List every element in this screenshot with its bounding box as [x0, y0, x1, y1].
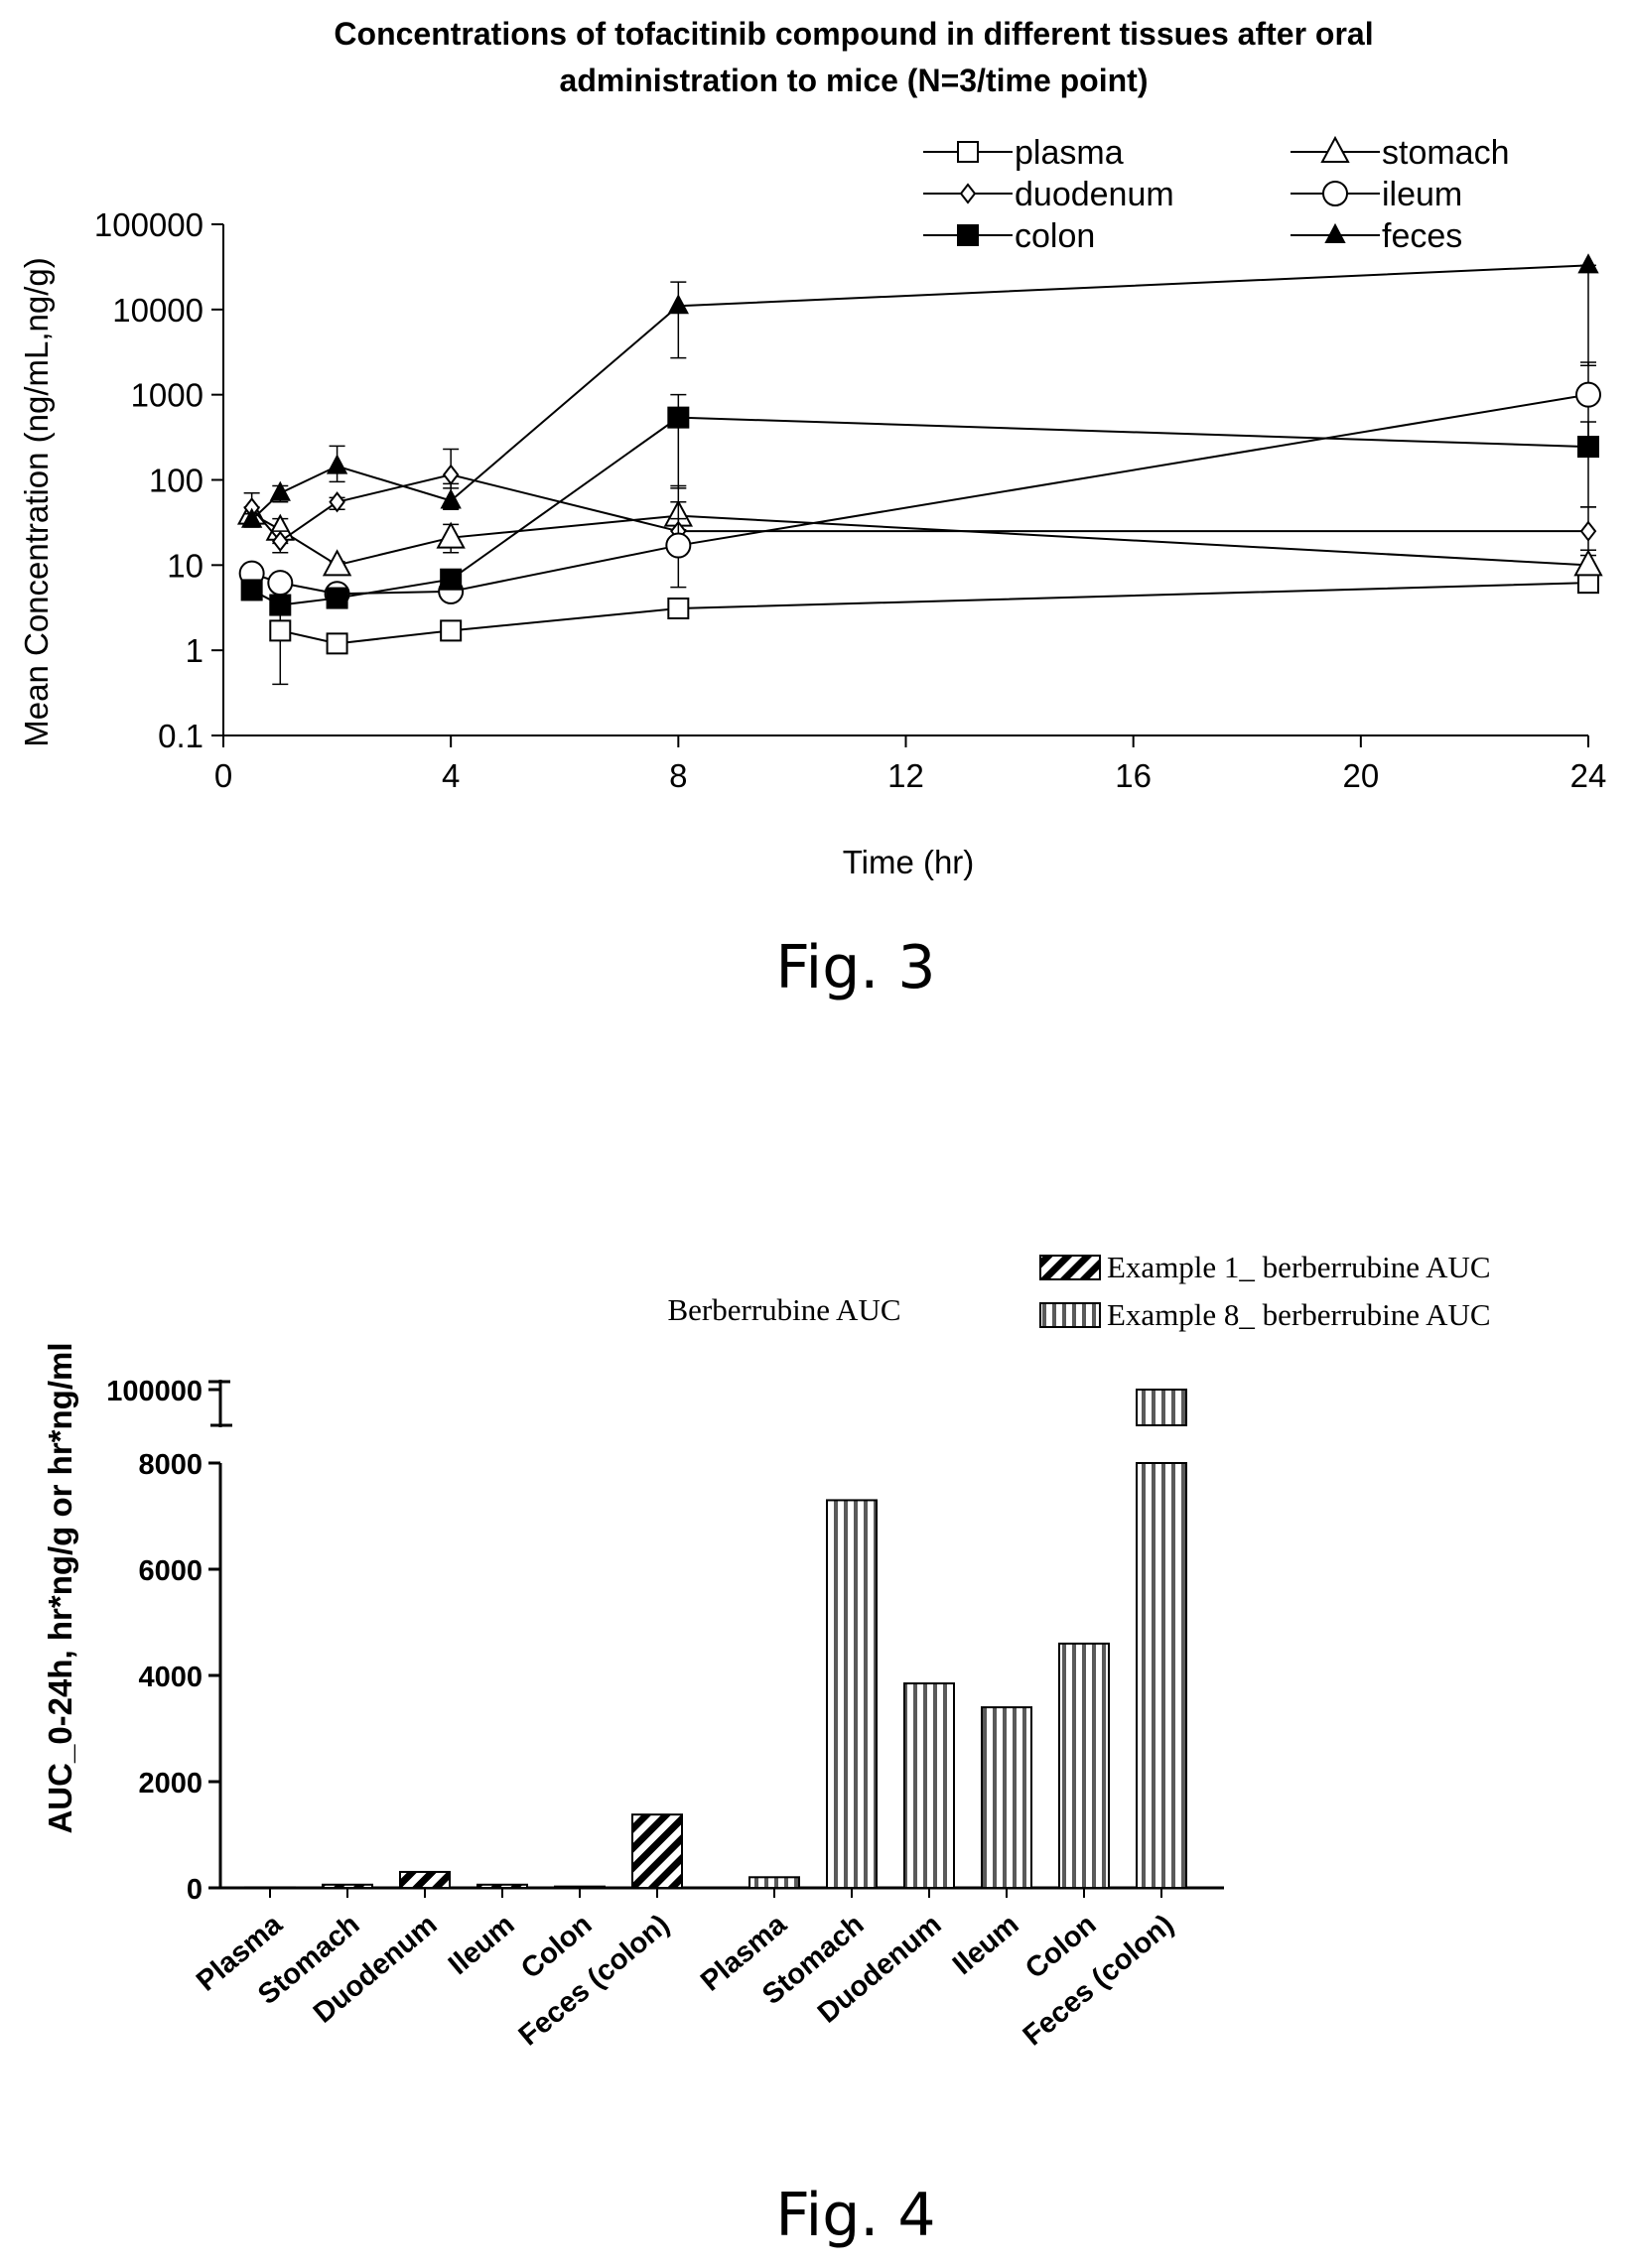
fig4-y-tick-label: 4000	[138, 1662, 203, 1693]
fig4-x-tick-label: Ileum	[443, 1909, 521, 1981]
fig3-data-point	[326, 454, 348, 474]
fig4-legend-swatch	[1039, 1302, 1101, 1328]
fig3-title-line-1: Concentrations of tofacitinib compound i…	[334, 16, 1373, 52]
figure-4-bar-chart: 02000400060008000100000PlasmaStomachDuod…	[42, 1250, 1491, 2250]
fig4-bar	[554, 1885, 606, 1889]
fig3-legend-label: ileum	[1382, 176, 1462, 213]
fig4-bar	[903, 1682, 955, 1890]
fig3-data-point	[440, 488, 462, 509]
fig3-x-tick-label: 24	[1570, 757, 1607, 794]
fig3-data-point	[1573, 549, 1603, 577]
fig4-x-tick-label: Ileum	[947, 1909, 1025, 1981]
fig3-data-point	[240, 579, 263, 601]
fig3-y-tick-label: 100	[149, 463, 204, 499]
fig3-data-point	[269, 594, 292, 616]
fig4-bar	[1136, 1462, 1187, 1889]
fig3-legend-label: plasma	[1015, 134, 1124, 172]
fig4-bar	[826, 1499, 878, 1889]
fig3-data-point	[326, 587, 348, 609]
fig3-x-axis-label: Time (hr)	[843, 844, 975, 880]
fig3-data-point	[667, 597, 690, 619]
fig4-bar	[399, 1870, 451, 1889]
fig4-bar	[748, 1876, 800, 1890]
fig3-legend: plasma stomach duodenum ileum colon feces	[923, 134, 1510, 255]
fig3-data-point	[269, 480, 291, 501]
fig3-y-tick-label: 0.1	[158, 718, 204, 754]
fig3-legend-marker	[959, 183, 977, 204]
fig3-series-stomach	[236, 497, 1603, 577]
fig3-data-point	[1577, 253, 1599, 274]
fig3-data-point	[267, 570, 294, 597]
fig4-y-tick-label: 0	[187, 1874, 203, 1906]
fig3-series-line	[250, 473, 1588, 543]
fig3-data-point	[440, 619, 463, 642]
fig3-legend-label: duodenum	[1015, 176, 1174, 213]
fig3-data-point	[269, 619, 292, 642]
fig3-data-point	[326, 632, 348, 655]
fig4-y-tick-label: 8000	[138, 1449, 203, 1481]
fig3-legend-marker	[1324, 222, 1346, 243]
fig3-series-colon	[240, 393, 1599, 616]
fig3-series-feces	[240, 253, 1599, 528]
fig4-bar	[476, 1883, 528, 1890]
fig4-plot-area: 02000400060008000100000PlasmaStomachDuod…	[106, 1250, 1490, 2053]
fig3-y-tick-label: 10000	[112, 292, 204, 329]
fig4-bar	[322, 1883, 373, 1890]
fig4-y-axis-label: AUC_0-24h, hr*ng/g or hr*ng/ml	[42, 1342, 78, 1833]
fig3-data-point	[667, 294, 689, 315]
fig3-series-plasma	[269, 572, 1599, 686]
fig3-data-point	[1577, 436, 1599, 459]
fig3-x-tick-label: 0	[214, 757, 232, 794]
fig4-legend: Example 1_ berberrubine AUC Example 8_ be…	[1039, 1250, 1491, 1332]
fig4-y-tick-label: 100000	[106, 1376, 203, 1407]
fig3-caption: Fig. 3	[775, 933, 935, 1002]
fig3-legend-marker	[957, 224, 979, 246]
fig4-bar-upper-segment	[1136, 1389, 1187, 1426]
fig3-x-tick-label: 16	[1115, 757, 1152, 794]
fig3-data-point	[665, 532, 692, 559]
fig3-legend-marker	[1320, 135, 1350, 163]
fig3-y-tick-label: 10	[167, 547, 204, 584]
fig3-plot-area: 0 4 8 12 16 20 24 0.1 1 10 100 1000 10000 100000 plasm…	[94, 134, 1606, 794]
fig3-x-tick-label: 12	[887, 757, 924, 794]
fig3-data-point	[322, 549, 352, 577]
fig3-data-point	[272, 530, 289, 553]
fig3-y-tick-label: 100000	[94, 206, 204, 243]
fig3-data-point	[240, 507, 263, 528]
fig3-legend-marker	[957, 141, 979, 163]
fig3-data-point	[1579, 520, 1597, 542]
fig4-bar	[631, 1813, 683, 1890]
fig4-bar	[1058, 1642, 1110, 1890]
figure-3-line-chart: 0 4 8 12 16 20 24 0.1 1 10 100 1000 10000 100000 plasm…	[18, 16, 1606, 1002]
fig4-legend-swatch	[1039, 1255, 1101, 1280]
fig3-x-tick-label: 8	[669, 757, 687, 794]
fig3-data-point	[667, 406, 690, 429]
fig3-data-point	[436, 521, 466, 549]
fig4-bar	[981, 1706, 1032, 1889]
fig3-data-point	[440, 568, 463, 591]
fig4-legend-label: Example 1_ berberrubine AUC	[1107, 1250, 1491, 1284]
fig3-legend-label: colon	[1015, 217, 1095, 255]
fig3-x-tick-label: 20	[1342, 757, 1379, 794]
fig3-data-point	[329, 491, 345, 513]
fig3-legend-label: feces	[1382, 217, 1462, 255]
fig3-y-tick-label: 1	[186, 632, 204, 669]
fig3-series-line	[280, 582, 1589, 645]
fig3-y-tick-label: 1000	[131, 377, 204, 414]
fig3-y-axis-label: Mean Concentration (ng/mL,ng/g)	[18, 257, 55, 746]
fig4-y-tick-label: 6000	[138, 1555, 203, 1587]
fig4-legend-label: Example 8_ berberrubine AUC	[1107, 1297, 1491, 1332]
fig4-caption: Fig. 4	[775, 2181, 935, 2250]
fig3-x-tick-label: 4	[442, 757, 460, 794]
fig3-title-line-2: administration to mice (N=3/time point)	[560, 63, 1149, 98]
fig4-y-tick-label: 2000	[138, 1768, 203, 1800]
fig3-data-point	[1575, 381, 1601, 408]
fig3-legend-label: stomach	[1382, 134, 1510, 172]
fig3-legend-marker	[1322, 181, 1348, 206]
fig4-title: Berberrubine AUC	[667, 1292, 900, 1327]
fig3-data-point	[442, 464, 460, 485]
